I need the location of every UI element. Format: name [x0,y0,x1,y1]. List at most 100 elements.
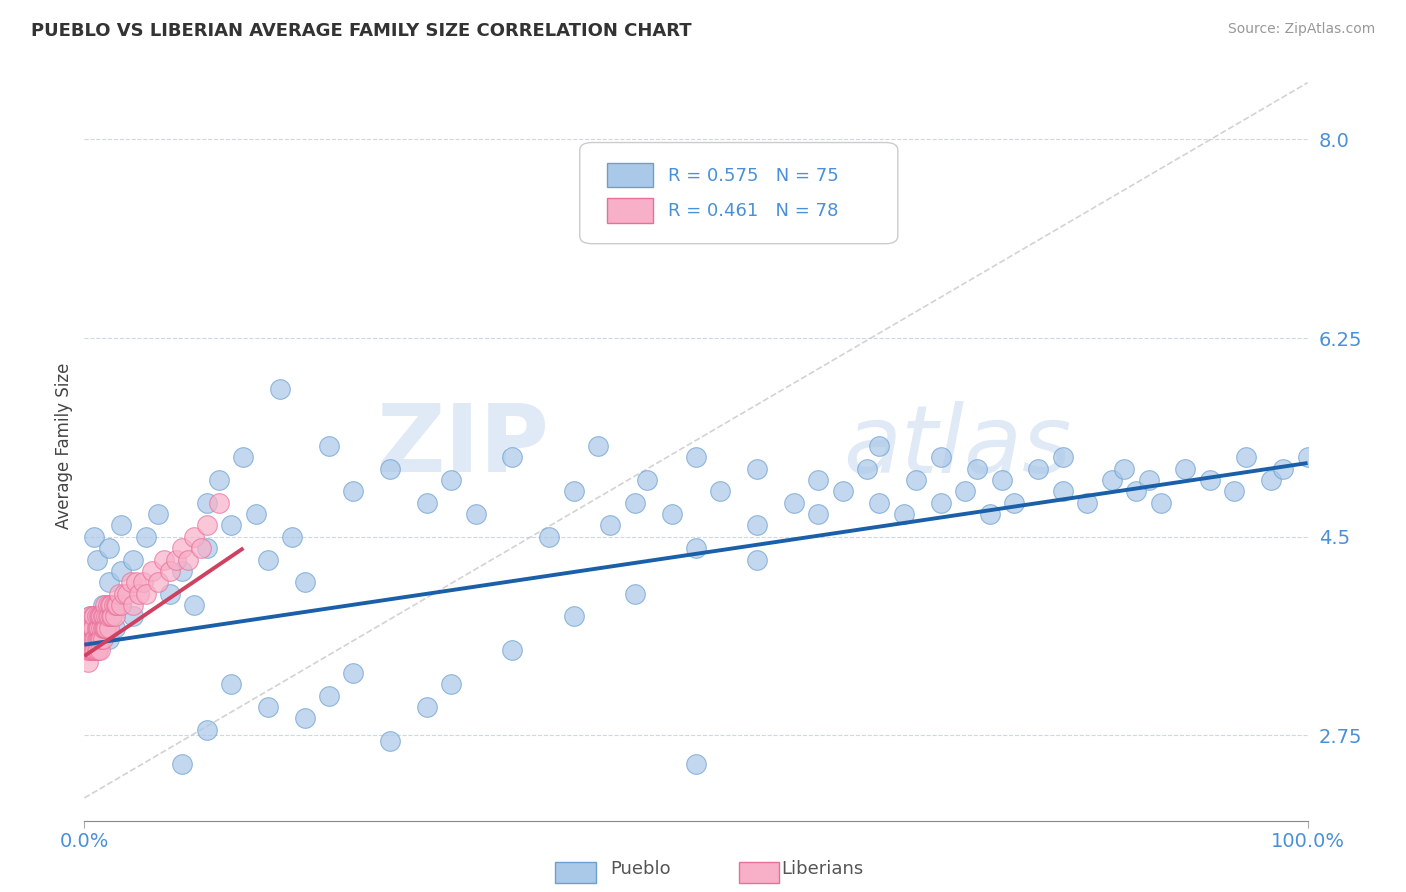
Point [159,564,181,578]
Text: Liberians: Liberians [782,861,863,879]
Point [83,632,105,646]
Point [195,518,218,533]
Text: atlas: atlas [842,401,1071,491]
Point [141,564,163,578]
Point [208,496,231,510]
Point [122,598,145,612]
Point [91,632,114,646]
Point [87,621,110,635]
Point [979,507,1001,521]
Point [747,461,769,475]
Point [97,632,120,646]
Point [76,643,98,657]
Point [1174,461,1197,475]
Point [101,609,124,624]
Point [869,496,891,510]
Point [929,496,952,510]
Point [87,632,110,646]
Point [195,496,218,510]
Point [91,598,114,612]
Point [82,621,104,635]
Point [79,609,101,624]
Point [94,621,117,635]
Point [380,461,402,475]
Point [110,518,132,533]
Point [120,575,142,590]
Point [294,711,316,725]
Point [110,598,132,612]
Point [146,575,169,590]
Point [135,586,157,600]
Point [83,643,105,657]
Point [281,530,304,544]
Point [83,609,105,624]
Point [1101,473,1123,487]
Point [165,552,187,566]
Point [269,382,291,396]
Point [105,598,128,612]
Point [294,575,316,590]
Point [869,439,891,453]
Point [84,643,107,657]
Point [953,484,976,499]
Point [122,609,145,624]
Point [416,700,439,714]
Point [90,621,112,635]
Point [89,632,111,646]
Point [79,632,101,646]
FancyBboxPatch shape [579,143,898,244]
Point [110,564,132,578]
Point [87,643,110,657]
Point [562,484,585,499]
Point [440,677,463,691]
Point [856,461,879,475]
Text: Pueblo: Pueblo [610,861,671,879]
Point [97,575,120,590]
Point [135,530,157,544]
Point [318,689,340,703]
Point [562,609,585,624]
Point [440,473,463,487]
Point [1052,450,1074,465]
Point [90,609,112,624]
Point [80,621,103,635]
Point [146,507,169,521]
Point [219,518,242,533]
FancyBboxPatch shape [606,198,654,223]
Point [624,586,647,600]
Point [91,609,114,624]
Point [82,609,104,624]
Point [1137,473,1160,487]
Point [464,507,486,521]
Point [87,621,110,635]
Point [105,598,128,612]
Point [342,666,364,681]
Point [195,541,218,556]
Point [1198,473,1220,487]
Point [86,621,108,635]
Point [86,632,108,646]
Point [1114,461,1136,475]
Point [177,552,200,566]
Point [89,643,111,657]
Point [77,621,100,635]
Point [96,609,118,624]
Point [153,552,176,566]
Point [747,552,769,566]
Point [1223,484,1246,499]
Point [107,586,129,600]
Y-axis label: Average Family Size: Average Family Size [55,363,73,529]
Point [502,643,524,657]
Point [172,541,194,556]
Point [94,598,117,612]
Point [86,609,108,624]
Point [502,450,524,465]
Point [125,575,148,590]
Point [172,564,194,578]
Point [104,609,127,624]
Point [128,586,150,600]
Point [929,450,952,465]
Point [208,473,231,487]
Point [1272,461,1295,475]
Point [661,507,683,521]
